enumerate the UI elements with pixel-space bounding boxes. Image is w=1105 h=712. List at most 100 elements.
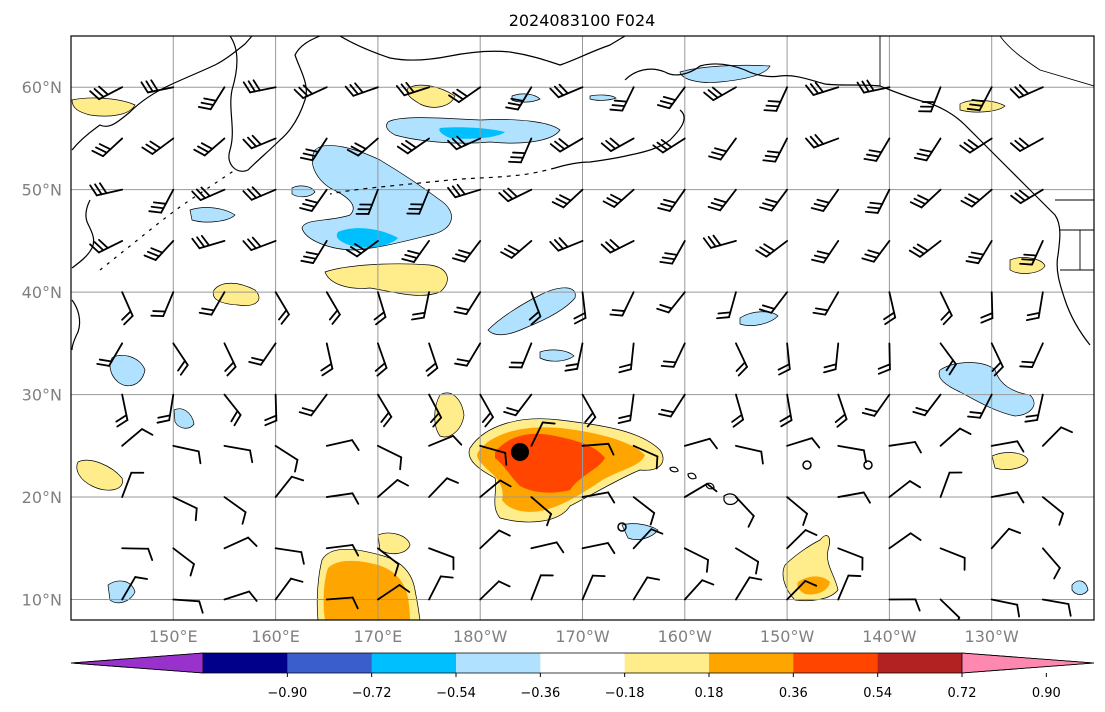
cold-anomaly-east-10n bbox=[1071, 580, 1089, 595]
wind-barb bbox=[888, 598, 921, 612]
colorbar-tick-label: 0.72 bbox=[948, 686, 977, 701]
storm-center-marker bbox=[511, 443, 529, 461]
wind-barb bbox=[786, 437, 821, 449]
wind-barb bbox=[980, 291, 994, 324]
wind-barb bbox=[299, 188, 328, 212]
wind-barb bbox=[759, 188, 788, 212]
wind-barb bbox=[141, 137, 175, 155]
latitude-label: 40°N bbox=[22, 283, 62, 302]
wind-barb bbox=[479, 479, 512, 498]
wind-barb bbox=[140, 79, 175, 94]
coastline-kuril-islands bbox=[99, 169, 236, 271]
wind-barb bbox=[912, 393, 942, 417]
wind-barb bbox=[856, 79, 891, 94]
wind-barb bbox=[618, 342, 635, 374]
wind-barb bbox=[1009, 84, 1044, 99]
wind-barb bbox=[1024, 393, 1044, 423]
warm-anomaly-180-30n bbox=[434, 392, 465, 438]
wind-barb bbox=[812, 291, 840, 316]
wind-barb bbox=[659, 240, 686, 265]
wind-barb bbox=[939, 342, 957, 376]
colorbar-segment bbox=[456, 653, 541, 673]
wind-barb bbox=[96, 342, 124, 367]
wind-barb bbox=[656, 86, 686, 110]
wind-barb bbox=[198, 291, 226, 316]
colorbar-tick-label: −0.54 bbox=[436, 686, 476, 701]
border-canada-provinces bbox=[999, 36, 1094, 87]
wind-barb bbox=[172, 598, 204, 614]
wind-barb bbox=[376, 444, 403, 471]
wind-barb bbox=[395, 81, 430, 97]
wind-barb bbox=[573, 291, 587, 325]
cold-anomaly-west-28n bbox=[173, 408, 195, 429]
wind-barb bbox=[242, 236, 277, 251]
longitude-label: 140°W bbox=[862, 627, 917, 646]
wind-barb bbox=[683, 482, 718, 498]
wind-barb bbox=[479, 393, 494, 428]
wind-barb bbox=[786, 580, 818, 601]
longitude-label: 170°W bbox=[555, 627, 610, 646]
map-frame bbox=[70, 35, 1095, 621]
wind-barb bbox=[530, 421, 556, 447]
wind-barb bbox=[274, 475, 305, 498]
wind-barb bbox=[708, 137, 737, 161]
wind-barb bbox=[617, 393, 635, 424]
coastline-aleutians bbox=[329, 167, 556, 195]
wind-barb bbox=[602, 188, 635, 208]
wind-barb bbox=[121, 547, 154, 561]
wind-barb bbox=[89, 85, 124, 101]
coastline-alaska-west bbox=[624, 63, 881, 87]
cold-anomaly-west-30n bbox=[109, 355, 146, 387]
colorbar-tick-label: 0.54 bbox=[863, 686, 892, 701]
wind-barb bbox=[376, 584, 411, 601]
wind-barb bbox=[346, 137, 379, 157]
wind-barb bbox=[811, 240, 840, 264]
wind-barb bbox=[657, 188, 686, 212]
wind-barb bbox=[1019, 240, 1044, 266]
warm-anomaly-west-20n bbox=[76, 459, 123, 491]
warm-anomaly-east-42n bbox=[1009, 257, 1046, 274]
colorbar-segment bbox=[371, 653, 457, 673]
border-us-states bbox=[1060, 229, 1094, 271]
point-marker-open bbox=[863, 460, 873, 470]
wind-barb bbox=[632, 576, 660, 601]
wind-barb bbox=[242, 134, 277, 150]
wind-barb bbox=[191, 234, 226, 250]
wind-barb bbox=[172, 496, 198, 522]
wind-barb bbox=[960, 188, 993, 208]
wind-barb bbox=[454, 342, 482, 367]
wind-barb bbox=[320, 342, 334, 377]
wind-barb bbox=[223, 496, 247, 525]
wind-barb bbox=[298, 393, 328, 417]
wind-barb bbox=[143, 240, 175, 261]
wind-barb bbox=[325, 492, 360, 505]
wind-barb bbox=[274, 291, 290, 325]
wind-barb bbox=[115, 393, 129, 428]
wind-barb bbox=[91, 137, 124, 158]
figure-title: 2024083100 F024 bbox=[509, 11, 656, 30]
wind-barb bbox=[121, 576, 148, 601]
wind-barb bbox=[763, 86, 788, 112]
wind-barb bbox=[447, 135, 482, 151]
cold-anomaly-aleutian-core bbox=[439, 127, 505, 139]
wind-barb bbox=[939, 291, 953, 326]
wind-barb bbox=[223, 444, 254, 464]
coastline-gulf-alaska bbox=[879, 85, 1091, 346]
wind-barb bbox=[274, 444, 299, 473]
colorbar-extend-low bbox=[70, 652, 204, 674]
wind-barb bbox=[990, 527, 1022, 550]
colorbar: −0.90 −0.72 −0.54 −0.36 −0.18 0.18 0.36 0.54 0.7… bbox=[70, 652, 1095, 701]
cold-anomaly-165w-18n bbox=[621, 523, 659, 540]
wind-barb bbox=[89, 182, 124, 197]
cold-anomaly-175w-40n bbox=[487, 287, 576, 336]
wind-barb bbox=[581, 393, 597, 428]
wind-barb bbox=[325, 544, 360, 557]
wind-barb bbox=[150, 291, 175, 318]
wind-barb bbox=[939, 427, 972, 447]
wind-barb bbox=[786, 529, 818, 550]
wind-barb bbox=[786, 496, 808, 526]
wind-barb bbox=[888, 441, 922, 454]
wind-barb bbox=[834, 393, 848, 428]
wind-barb bbox=[530, 541, 565, 554]
